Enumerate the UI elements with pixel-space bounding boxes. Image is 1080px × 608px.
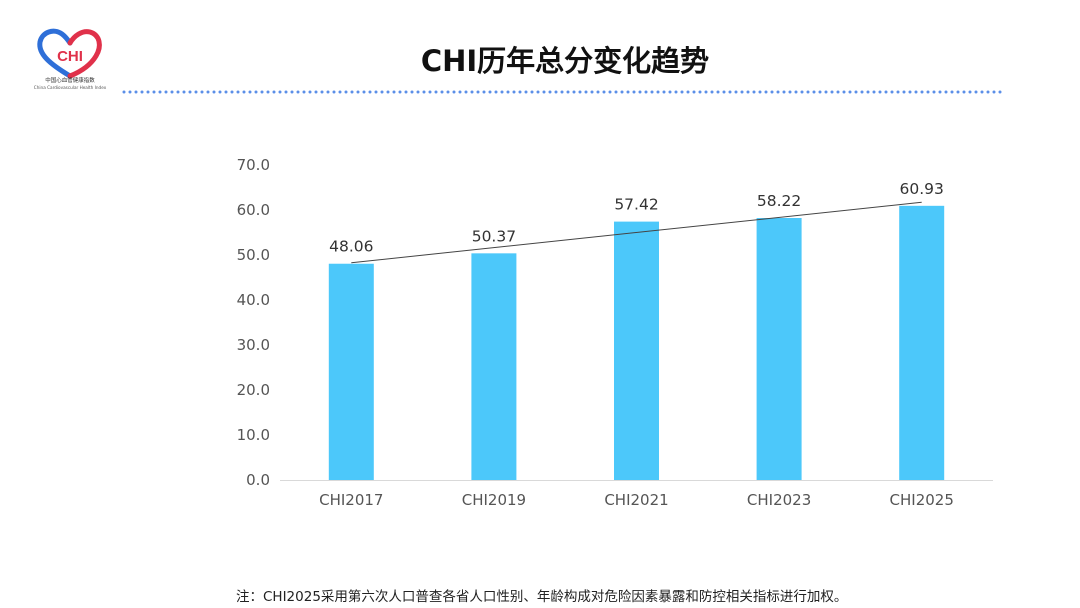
bar	[899, 205, 945, 480]
x-tick-label: CHI2023	[747, 491, 811, 509]
trendline	[351, 201, 922, 264]
x-tick-label: CHI2025	[890, 491, 954, 509]
logo-text: CHI	[57, 48, 83, 65]
data-label: 58.22	[757, 192, 801, 210]
footnote: 注：CHI2025采用第六次人口普查各省人口性别、年龄构成对危险因素暴露和防控相…	[236, 589, 848, 605]
bar	[328, 263, 374, 480]
y-tick-label: 50.0	[237, 246, 270, 264]
data-label: 50.37	[472, 227, 516, 245]
page-title: CHI历年总分变化趋势	[420, 44, 710, 78]
y-tick-label: 30.0	[237, 336, 270, 354]
y-tick-label: 70.0	[237, 156, 270, 174]
logo-caption-en: China Cardiovascular Health Index	[33, 85, 107, 90]
y-tick-label: 60.0	[237, 201, 270, 219]
bar	[756, 218, 802, 480]
y-tick-label: 10.0	[237, 426, 270, 444]
dotted-divider	[122, 90, 1006, 94]
y-tick-label: 40.0	[237, 291, 270, 309]
bar	[614, 221, 659, 481]
x-tick-label: CHI2021	[604, 491, 668, 509]
chi-logo: CHI	[30, 26, 110, 92]
data-label: 60.93	[900, 180, 944, 198]
data-label: 57.42	[614, 196, 658, 214]
bar	[471, 253, 517, 480]
x-tick-label: CHI2017	[319, 491, 383, 509]
logo-caption-cn: 中国心血管健康指数	[45, 78, 95, 84]
heart-logo-icon: CHI	[37, 28, 102, 79]
data-label: 48.06	[329, 238, 373, 256]
y-tick-label: 0.0	[246, 471, 270, 489]
y-tick-label: 20.0	[237, 381, 270, 399]
x-tick-label: CHI2019	[462, 491, 526, 509]
